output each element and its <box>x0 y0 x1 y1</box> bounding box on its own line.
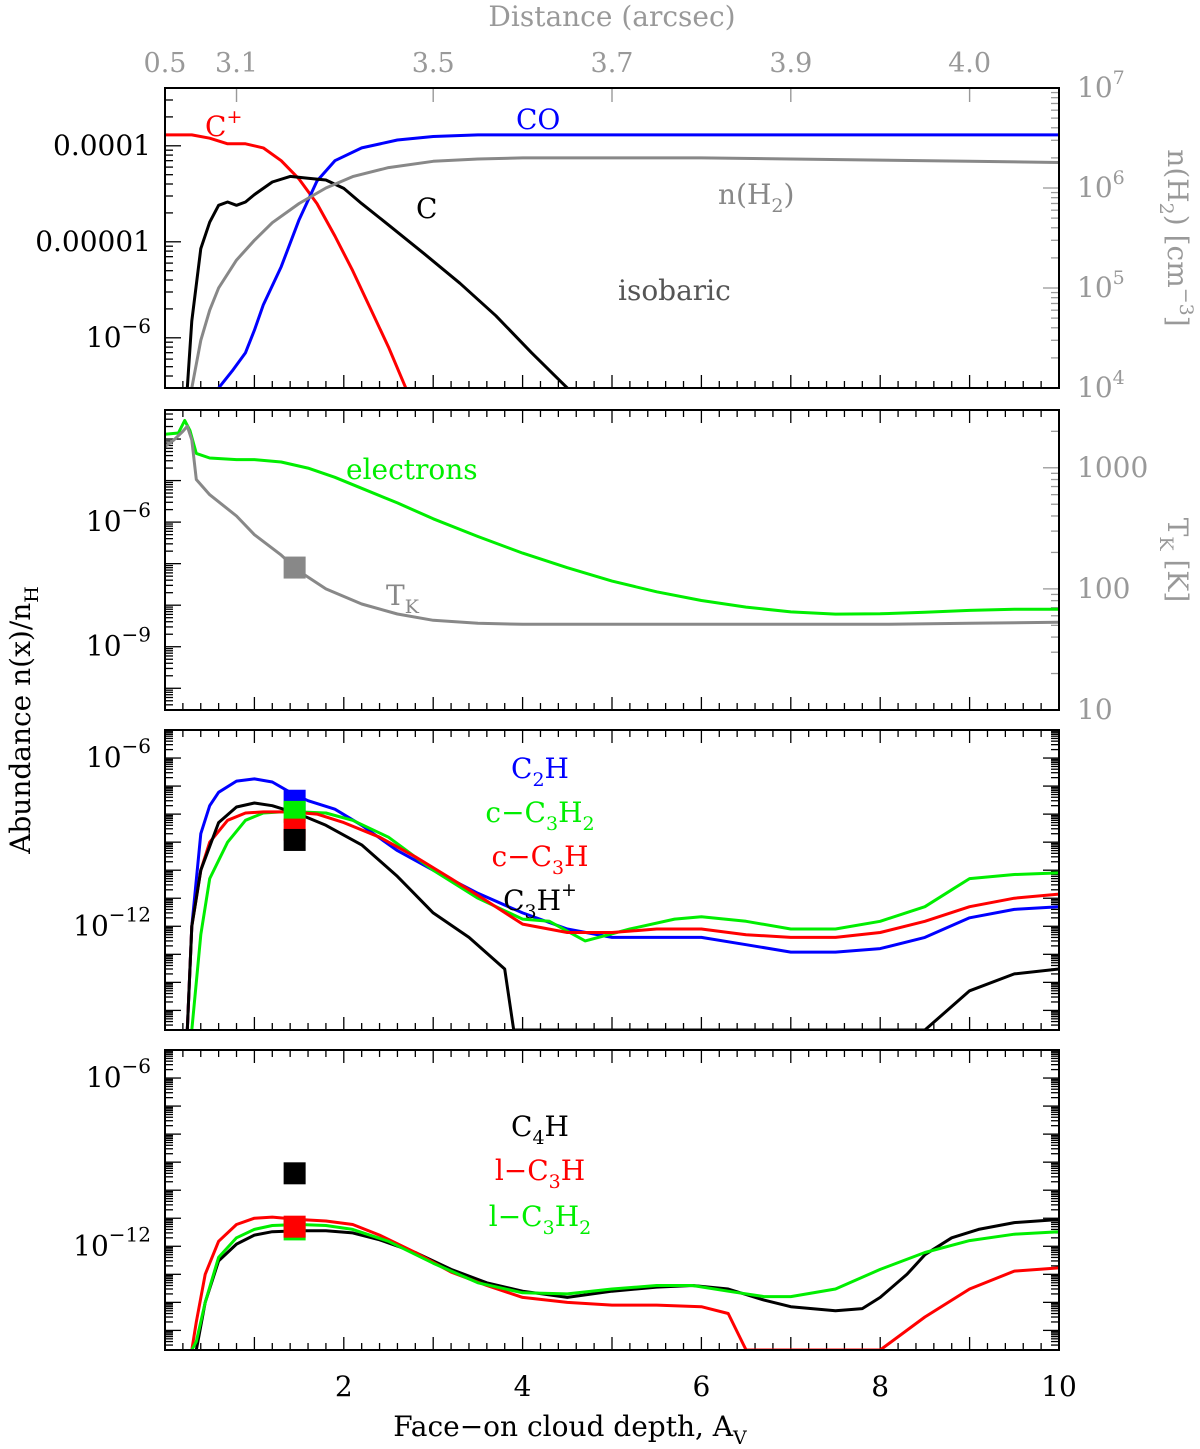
panel3-line-c-c3h2-1 <box>190 810 1059 1030</box>
panel4-line-l-c3h-1 <box>190 1215 1059 1350</box>
x-tick-label-4: 10 <box>1041 1370 1077 1403</box>
panel1-ytick-label-1: 0.00001 <box>35 225 151 258</box>
panel2-right-tick-label-0: 1000 <box>1077 451 1148 484</box>
panel4-series <box>190 1215 1059 1350</box>
panel2: 1000 100 10 TK [K] 10−6 10−9 electrons TK <box>86 409 1194 726</box>
panel1-frame <box>164 87 1060 389</box>
panel4-frame <box>164 1049 1060 1351</box>
panel2-marker-0 <box>283 556 306 579</box>
panel3-series <box>185 777 1059 1030</box>
x-tick-label-2: 6 <box>692 1370 710 1403</box>
panel1-line-n-h-3 <box>190 156 1059 388</box>
panel3-marker-3 <box>283 828 306 851</box>
label-nh2: n(H2) <box>718 178 794 217</box>
panel3-species-label-2: c−C3H <box>491 840 588 879</box>
panel1-line-c-2 <box>185 174 569 388</box>
panel3-frame <box>164 729 1060 1031</box>
label-tk: TK <box>386 579 420 618</box>
panel3-marker-1 <box>283 800 306 823</box>
label-electrons: electrons <box>346 453 478 486</box>
top-tick-label-5: 4.0 <box>948 48 991 79</box>
y-axis-title: Abundance n(x)/nH <box>4 586 43 855</box>
panel4-line-l-c3h2-2 <box>190 1223 1059 1350</box>
label-co: CO <box>516 103 560 136</box>
x-tick-label-0: 2 <box>335 1370 353 1403</box>
panel1-ytick-label-0: 0.0001 <box>53 129 151 162</box>
panel3-ytick-label-0: 10−6 <box>86 734 151 774</box>
panel2-ytick-label-0: 10−6 <box>86 498 151 538</box>
panel3-line-c3h-3 <box>185 801 1059 1030</box>
panel1: 104 105 106 107 n(H2) [cm−3] 0.0001 0.00001 10−… <box>35 67 1197 404</box>
panel1-line-c-0 <box>165 133 408 388</box>
panel3-species-label-0: C2H <box>511 752 569 791</box>
bottom-axis: 2 4 6 8 10 Face−on cloud depth, AV <box>335 1370 1077 1449</box>
top-axis-title: Distance (arcsec) <box>488 0 735 33</box>
x-tick-label-3: 8 <box>871 1370 889 1403</box>
panel2-right-tick-label-1: 100 <box>1077 572 1130 605</box>
panel1-series <box>165 133 1059 388</box>
x-axis-title: Face−on cloud depth, AV <box>393 1410 747 1449</box>
panel1-right-tick-label-0: 104 <box>1077 367 1125 404</box>
label-isobaric: isobaric <box>618 274 731 307</box>
top-tick-label-4: 3.9 <box>769 48 812 79</box>
top-tick-label-2: 3.5 <box>412 48 455 79</box>
top-tick-label-1: 3.1 <box>215 48 258 79</box>
panel2-right-tick-label-2: 10 <box>1077 693 1113 726</box>
label-c: C <box>416 192 437 225</box>
panel3-species-label-1: c−C3H2 <box>485 796 594 835</box>
panel1-line-co-1 <box>217 133 1059 388</box>
panel1-right-tick-label-3: 107 <box>1077 67 1125 104</box>
panel2-line-electrons-0 <box>165 419 1059 616</box>
x-tick-label-1: 4 <box>514 1370 532 1403</box>
panel4-species-label-1: l−C3H <box>495 1154 585 1193</box>
panel3-species-label-3: C3H+ <box>503 879 577 923</box>
panel4-ytick-label-1: 10−12 <box>73 1222 151 1262</box>
panel4-ytick-label-0: 10−6 <box>86 1054 151 1094</box>
panel2-frame <box>164 409 1060 711</box>
label-c-plus: C+ <box>205 106 242 143</box>
panel1-ytick-label-2: 10−6 <box>86 314 151 354</box>
panel3-line-c-c3h-2 <box>185 810 1059 1030</box>
panel2-ytick-label-1: 10−9 <box>86 623 151 663</box>
panel4-species-label-0: C4H <box>511 1110 569 1149</box>
panel2-series <box>165 419 1059 626</box>
panel1-right-tick-label-1: 105 <box>1077 267 1125 304</box>
panel3-ytick-label-1: 10−12 <box>73 902 151 942</box>
panel2-line-t-1 <box>165 424 1059 626</box>
panel4-marker-0 <box>283 1162 306 1185</box>
top-axis: Distance (arcsec) 0.5 3.1 3.5 3.7 3.9 4.0 <box>144 0 991 102</box>
panel4-species-label-2: l−C3H2 <box>489 1200 591 1239</box>
panel4-marker-2 <box>283 1215 306 1238</box>
top-tick-label-0: 0.5 <box>144 48 187 79</box>
panel2-right-axis-title: TK [K] <box>1155 518 1194 603</box>
panel4-line-c4h-0 <box>194 1218 1059 1350</box>
top-tick-label-3: 3.7 <box>591 48 634 79</box>
panel1-right-axis-title: n(H2) [cm−3] <box>1155 149 1197 326</box>
panel1-right-tick-label-2: 106 <box>1077 167 1125 204</box>
panel4: 10−6 10−12 C4H l−C3H l−C3H2 <box>73 1049 1060 1351</box>
